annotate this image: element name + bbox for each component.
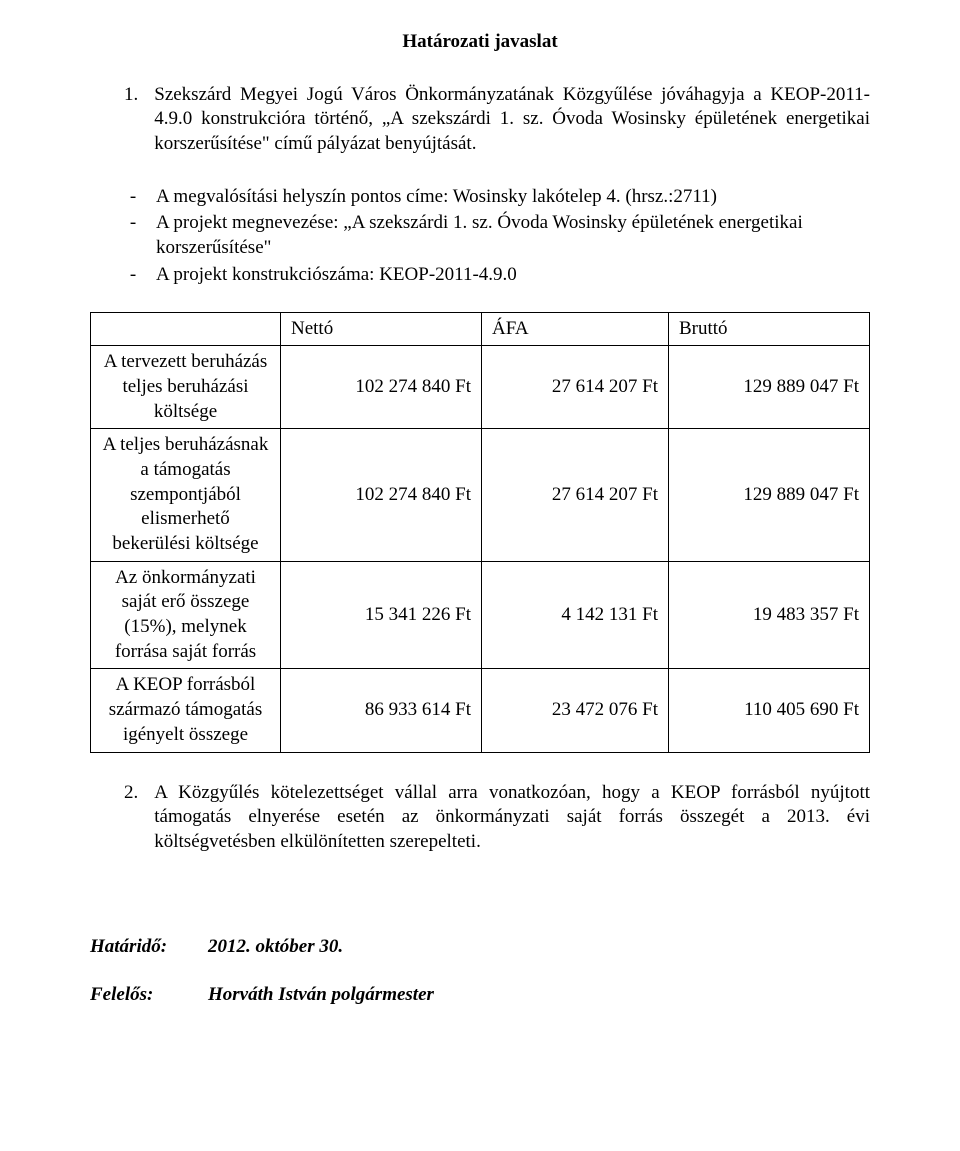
cell-afa: 4 142 131 Ft <box>481 561 668 669</box>
col-netto: Nettó <box>281 312 482 346</box>
cell-netto: 102 274 840 Ft <box>281 429 482 561</box>
cell-netto: 15 341 226 Ft <box>281 561 482 669</box>
cost-table: Nettó ÁFA Bruttó A tervezett beruházás t… <box>90 312 870 753</box>
table-row: A tervezett beruházás teljes beruházási … <box>91 346 870 429</box>
cell-afa: 27 614 207 Ft <box>481 429 668 561</box>
col-brutto: Bruttó <box>668 312 869 346</box>
cell-afa: 23 472 076 Ft <box>481 669 668 752</box>
dash-icon: - <box>124 211 142 260</box>
item2-text: A Közgyűlés kötelezettséget vállal arra … <box>154 781 870 855</box>
row-label: A KEOP forrásból származó támogatás igén… <box>91 669 281 752</box>
responsible-line: Felelős: Horváth István polgármester <box>90 983 870 1008</box>
cell-brutto: 129 889 047 Ft <box>668 429 869 561</box>
cell-brutto: 19 483 357 Ft <box>668 561 869 669</box>
bullet-text: A projekt megnevezése: „A szekszárdi 1. … <box>156 211 870 260</box>
deadline-line: Határidő: 2012. október 30. <box>90 935 870 960</box>
table-row: A KEOP forrásból származó támogatás igén… <box>91 669 870 752</box>
table-header-empty <box>91 312 281 346</box>
list-item-2: 2. A Közgyűlés kötelezettséget vállal ar… <box>90 781 870 855</box>
row-label: A teljes beruházásnak a támogatás szempo… <box>91 429 281 561</box>
cell-brutto: 110 405 690 Ft <box>668 669 869 752</box>
bullet-text: A megvalósítási helyszín pontos címe: Wo… <box>156 185 870 210</box>
table-header-row: Nettó ÁFA Bruttó <box>91 312 870 346</box>
cell-afa: 27 614 207 Ft <box>481 346 668 429</box>
responsible-label: Felelős: <box>90 983 190 1008</box>
cell-brutto: 129 889 047 Ft <box>668 346 869 429</box>
dash-icon: - <box>124 263 142 288</box>
list-item-1: 1. Szekszárd Megyei Jogú Város Önkormány… <box>90 83 870 157</box>
item1-text: Szekszárd Megyei Jogú Város Önkormányzat… <box>154 83 870 157</box>
bullet-item: - A projekt konstrukciószáma: KEOP-2011-… <box>124 263 870 288</box>
document-title: Határozati javaslat <box>90 30 870 55</box>
col-afa: ÁFA <box>481 312 668 346</box>
deadline-label: Határidő: <box>90 935 190 960</box>
item1-number: 1. <box>124 83 138 157</box>
table-row: Az önkormányzati saját erő összege (15%)… <box>91 561 870 669</box>
row-label: A tervezett beruházás teljes beruházási … <box>91 346 281 429</box>
dash-icon: - <box>124 185 142 210</box>
row-label: Az önkormányzati saját erő összege (15%)… <box>91 561 281 669</box>
bullet-item: - A megvalósítási helyszín pontos címe: … <box>124 185 870 210</box>
bullet-list: - A megvalósítási helyszín pontos címe: … <box>90 185 870 288</box>
responsible-value: Horváth István polgármester <box>208 983 434 1008</box>
item2-number: 2. <box>124 781 138 855</box>
cell-netto: 86 933 614 Ft <box>281 669 482 752</box>
deadline-value: 2012. október 30. <box>208 935 343 960</box>
bullet-text: A projekt konstrukciószáma: KEOP-2011-4.… <box>156 263 870 288</box>
cell-netto: 102 274 840 Ft <box>281 346 482 429</box>
bullet-item: - A projekt megnevezése: „A szekszárdi 1… <box>124 211 870 260</box>
table-row: A teljes beruházásnak a támogatás szempo… <box>91 429 870 561</box>
